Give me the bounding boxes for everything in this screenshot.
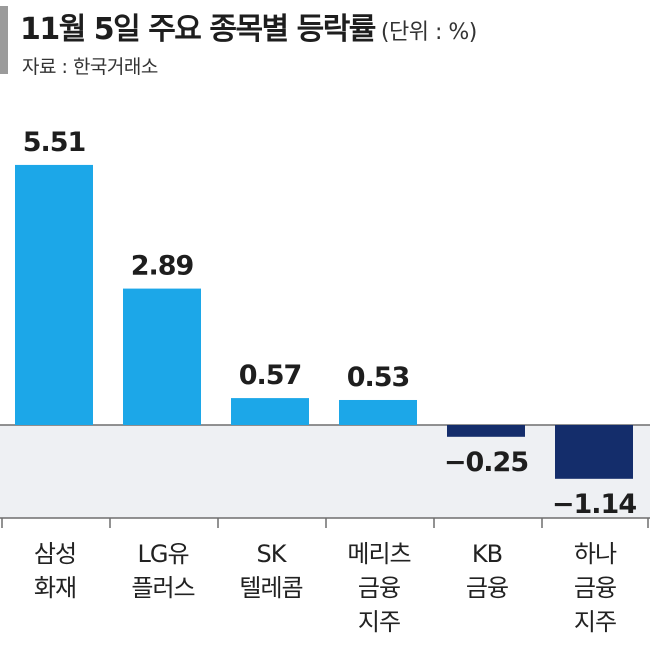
category-label-3: SK	[257, 540, 288, 568]
bar-6	[555, 425, 633, 479]
category-label-3: 텔레콤	[239, 574, 302, 602]
category-label-1: 화재	[34, 574, 76, 602]
bar-3	[231, 398, 309, 425]
category-label-4: 지주	[358, 608, 400, 636]
value-label-1: 5.51	[23, 127, 86, 158]
category-label-6: 지주	[574, 608, 616, 636]
category-label-5: 금융	[466, 574, 508, 602]
bar-1	[15, 164, 93, 426]
bar-2	[123, 288, 201, 425]
unit-note: (단위 : %)	[380, 20, 477, 45]
value-label-4: 0.53	[347, 362, 410, 393]
category-label-6: 금융	[574, 574, 616, 602]
category-label-4: 메리츠	[347, 540, 410, 568]
category-label-5: KB	[472, 540, 502, 568]
category-label-2: 플러스	[131, 574, 194, 602]
bar-5	[447, 425, 525, 437]
value-label-6: −1.14	[552, 489, 636, 520]
category-label-2: LG유	[137, 540, 188, 568]
category-label-1: 삼성	[34, 540, 76, 568]
source-note: 자료 : 한국거래소	[22, 56, 158, 78]
category-label-4: 금융	[358, 574, 400, 602]
value-label-3: 0.57	[239, 360, 302, 391]
chart-title: 11월 5일 주요 종목별 등락률 (단위 : %)	[20, 4, 477, 48]
value-label-2: 2.89	[131, 251, 194, 282]
category-label-6: 하나	[574, 540, 617, 568]
value-label-5: −0.25	[444, 447, 528, 478]
header-accent-bar	[0, 6, 8, 74]
bar-4	[339, 399, 417, 425]
chart-title-text: 11월 5일 주요 종목별 등락률	[20, 12, 376, 47]
negative-region-band	[0, 425, 650, 518]
